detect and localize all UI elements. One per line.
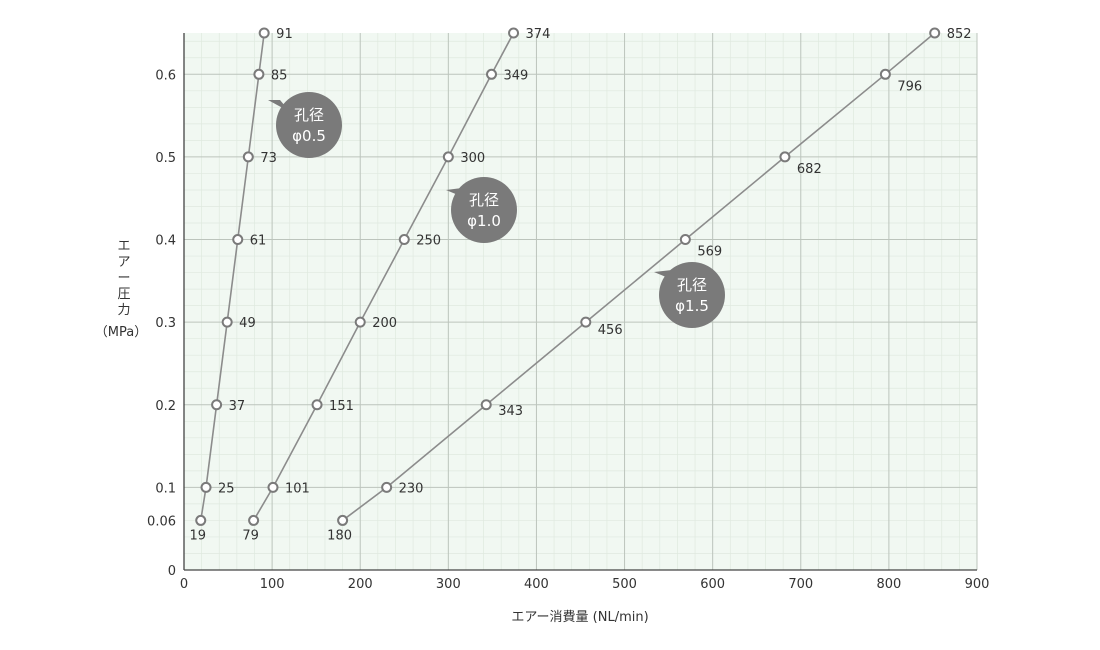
callout-label-line1: 孔径 — [469, 191, 499, 209]
data-label: 343 — [498, 404, 523, 419]
data-label: 25 — [218, 481, 235, 496]
series-line — [342, 32, 936, 522]
y-axis-title: エアー圧力 — [117, 239, 130, 318]
series-group: 79 101 151 200 250 300 349 374 — [242, 27, 550, 543]
y-axis-unit: （MPa） — [95, 325, 147, 340]
x-tick-label: 900 — [965, 577, 990, 592]
x-tick-labels: 0 100 200 300 400 500 600 700 800 900 — [180, 577, 990, 592]
y-tick-label: 0.06 — [147, 514, 176, 529]
y-tick-label: 0.1 — [155, 481, 176, 496]
y-axis-title-char: 圧 — [117, 287, 130, 302]
axes — [183, 33, 977, 571]
data-label: 151 — [329, 399, 354, 414]
data-label: 230 — [399, 481, 424, 496]
data-point — [580, 316, 592, 328]
data-label: 79 — [242, 528, 259, 543]
x-tick-label: 300 — [436, 577, 461, 592]
y-axis-title-char: ー — [117, 271, 130, 286]
y-axis-title-char: 力 — [117, 303, 130, 318]
data-label: 569 — [697, 245, 722, 260]
data-point — [879, 68, 891, 80]
x-axis-title: エアー消費量 (NL/min) — [511, 610, 648, 625]
x-tick-label: 200 — [348, 577, 373, 592]
series-group: 180 230 343 456 569 682 796 852 — [327, 27, 971, 543]
data-point — [679, 234, 691, 246]
data-point — [221, 316, 233, 328]
x-tick-label: 500 — [612, 577, 637, 592]
series-callouts: 孔径 φ0.5 孔径 φ1.0 孔径 φ1.5 — [268, 92, 725, 328]
data-label: 101 — [285, 481, 310, 496]
data-point — [200, 481, 212, 493]
y-tick-label: 0.6 — [155, 68, 176, 83]
x-tick-label: 0 — [180, 577, 188, 592]
data-point — [195, 514, 207, 526]
callout-circle — [276, 92, 342, 158]
data-label: 61 — [250, 234, 267, 249]
data-point — [398, 234, 410, 246]
y-tick-labels: 0 0.06 0.1 0.2 0.3 0.4 0.5 0.6 — [147, 68, 176, 579]
data-point — [242, 151, 254, 163]
data-label: 682 — [797, 162, 822, 177]
y-tick-label: 0.5 — [155, 151, 176, 166]
data-label: 796 — [897, 79, 922, 94]
series-line — [252, 32, 515, 521]
x-tick-label: 700 — [788, 577, 813, 592]
major-grid — [184, 33, 978, 570]
callout-label-line2: φ1.5 — [675, 297, 709, 315]
data-point — [779, 151, 791, 163]
data-point — [232, 234, 244, 246]
data-label: 349 — [504, 68, 529, 83]
x-tick-label: 600 — [700, 577, 725, 592]
data-point — [253, 68, 265, 80]
data-point — [267, 481, 279, 493]
data-label: 91 — [276, 27, 293, 42]
data-label: 374 — [526, 27, 551, 42]
x-tick-label: 800 — [876, 577, 901, 592]
series-layer: 1925374961738591791011512002503003493741… — [189, 27, 971, 543]
y-tick-label: 0.2 — [155, 399, 176, 414]
data-point — [480, 399, 492, 411]
data-label: 852 — [947, 27, 972, 42]
callout-label-line1: 孔径 — [677, 276, 707, 294]
x-tick-label: 100 — [260, 577, 285, 592]
callout-label-line2: φ1.0 — [467, 212, 501, 230]
data-point — [258, 27, 270, 39]
series-line — [199, 32, 265, 521]
callout-label-line2: φ0.5 — [292, 127, 326, 145]
data-label: 300 — [460, 151, 485, 166]
data-label: 180 — [327, 528, 352, 543]
data-point — [486, 68, 498, 80]
series-group: 19 25 37 49 61 73 85 91 — [189, 27, 292, 543]
data-point — [508, 27, 520, 39]
y-axis-title-char: ア — [117, 255, 130, 270]
callout-circle — [659, 262, 725, 328]
data-point — [929, 27, 941, 39]
data-point — [442, 151, 454, 163]
data-point — [354, 316, 366, 328]
callout-label-line1: 孔径 — [294, 106, 324, 124]
data-label: 37 — [229, 399, 246, 414]
x-tick-label: 400 — [524, 577, 549, 592]
callout-bubble: 孔径 φ1.0 — [446, 177, 517, 243]
data-point — [211, 399, 223, 411]
data-label: 85 — [271, 68, 288, 83]
callout-circle — [451, 177, 517, 243]
callout-bubble: 孔径 φ1.5 — [654, 262, 725, 328]
data-label: 73 — [260, 151, 277, 166]
data-label: 19 — [189, 528, 206, 543]
data-point — [311, 399, 323, 411]
y-tick-label: 0 — [168, 564, 176, 579]
data-point — [248, 514, 260, 526]
data-point — [337, 514, 349, 526]
data-label: 200 — [372, 316, 397, 331]
data-label: 49 — [239, 316, 256, 331]
y-tick-label: 0.4 — [155, 234, 176, 249]
y-tick-label: 0.3 — [155, 316, 176, 331]
data-label: 456 — [598, 323, 623, 338]
callout-bubble: 孔径 φ0.5 — [268, 92, 342, 158]
data-point — [381, 481, 393, 493]
y-axis-title-char: エ — [117, 239, 130, 254]
data-label: 250 — [416, 234, 441, 249]
